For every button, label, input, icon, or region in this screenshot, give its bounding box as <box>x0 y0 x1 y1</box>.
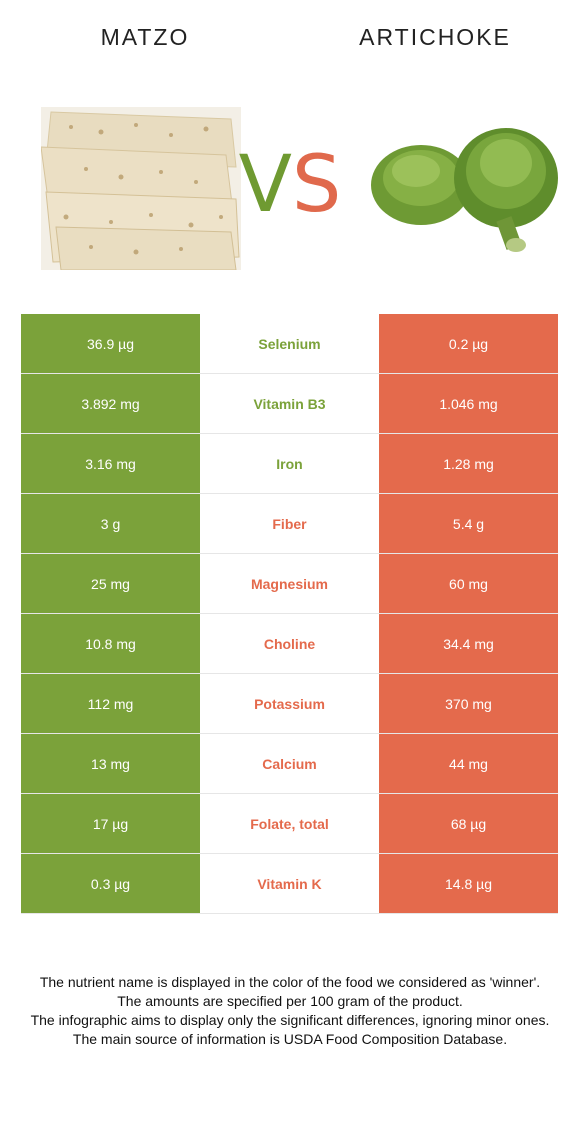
artichoke-image <box>366 123 564 263</box>
footer-line-4: The main source of information is USDA F… <box>72 1031 508 1047</box>
table-row: 36.9 µg Selenium 0.2 µg <box>21 314 558 374</box>
right-value: 1.046 mg <box>379 374 558 433</box>
left-value: 0.3 µg <box>21 854 200 913</box>
left-value: 3.16 mg <box>21 434 200 493</box>
right-value: 34.4 mg <box>379 614 558 673</box>
left-value: 3 g <box>21 494 200 553</box>
left-value: 17 µg <box>21 794 200 853</box>
nutrient-name: Magnesium <box>200 554 379 613</box>
table-row: 3.892 mg Vitamin B3 1.046 mg <box>21 374 558 434</box>
right-value: 1.28 mg <box>379 434 558 493</box>
table-row: 17 µg Folate, total 68 µg <box>21 794 558 854</box>
nutrient-name: Vitamin K <box>200 854 379 913</box>
left-value: 3.892 mg <box>21 374 200 433</box>
right-food-title: ARTICHOKE <box>359 24 511 50</box>
left-value: 36.9 µg <box>21 314 200 373</box>
footer-line-2: The amounts are specified per 100 gram o… <box>117 993 463 1009</box>
table-row: 10.8 mg Choline 34.4 mg <box>21 614 558 674</box>
footer-notes: The nutrient name is displayed in the co… <box>20 973 560 1049</box>
vs-s: S <box>291 140 342 230</box>
footer-line-3: The infographic aims to display only the… <box>30 1012 550 1028</box>
nutrient-name: Potassium <box>200 674 379 733</box>
table-row: 25 mg Magnesium 60 mg <box>21 554 558 614</box>
nutrient-name: Selenium <box>200 314 379 373</box>
table-row: 0.3 µg Vitamin K 14.8 µg <box>21 854 558 914</box>
table-row: 13 mg Calcium 44 mg <box>21 734 558 794</box>
right-value: 370 mg <box>379 674 558 733</box>
right-value: 44 mg <box>379 734 558 793</box>
nutrient-name: Choline <box>200 614 379 673</box>
right-value: 60 mg <box>379 554 558 613</box>
matzo-image <box>40 107 241 271</box>
table-row: 112 mg Potassium 370 mg <box>21 674 558 734</box>
right-value: 14.8 µg <box>379 854 558 913</box>
nutrient-table: 36.9 µg Selenium 0.2 µg 3.892 mg Vitamin B3 1… <box>21 314 558 914</box>
nutrient-name: Fiber <box>200 494 379 553</box>
left-value: 112 mg <box>21 674 200 733</box>
left-food-title: MATZO <box>100 24 190 50</box>
footer-line-1: The nutrient name is displayed in the co… <box>39 974 541 990</box>
right-value: 5.4 g <box>379 494 558 553</box>
table-row: 3 g Fiber 5.4 g <box>21 494 558 554</box>
right-value: 68 µg <box>379 794 558 853</box>
left-value: 13 mg <box>21 734 200 793</box>
right-value: 0.2 µg <box>379 314 558 373</box>
table-row: 3.16 mg Iron 1.28 mg <box>21 434 558 494</box>
vs-label: VS <box>0 130 580 240</box>
nutrient-name: Iron <box>200 434 379 493</box>
nutrient-name: Calcium <box>200 734 379 793</box>
vs-v: V <box>238 140 292 230</box>
nutrient-name: Folate, total <box>200 794 379 853</box>
nutrient-name: Vitamin B3 <box>200 374 379 433</box>
left-value: 10.8 mg <box>21 614 200 673</box>
left-value: 25 mg <box>21 554 200 613</box>
